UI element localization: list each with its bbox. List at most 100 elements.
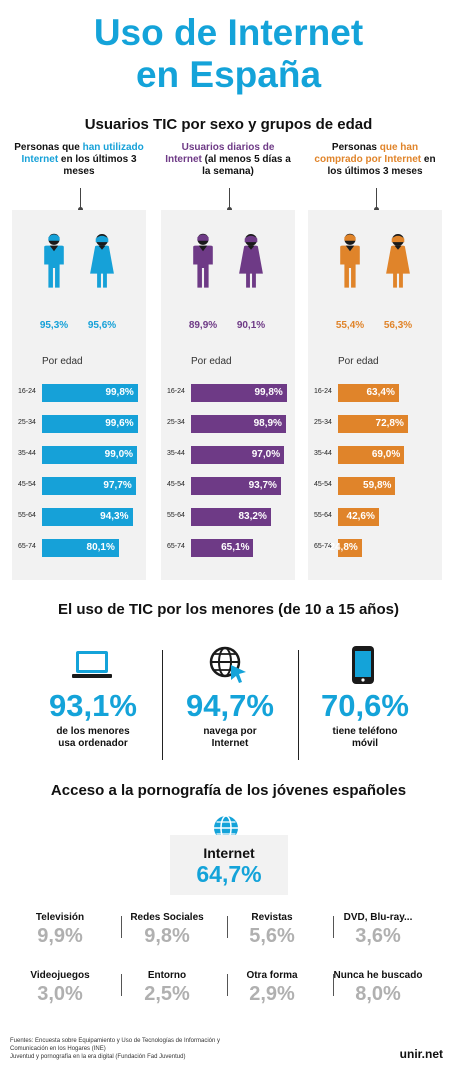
stat-value: 3,0% bbox=[37, 983, 83, 1005]
bar-value: 98,9% bbox=[253, 418, 282, 429]
stat-item: Otra forma 2,9% bbox=[222, 970, 322, 1006]
stat-item: Redes Sociales 9,8% bbox=[117, 912, 217, 948]
age-label: 25-34 bbox=[314, 419, 332, 426]
bar: 69,0% bbox=[338, 446, 405, 464]
divider bbox=[162, 650, 163, 760]
bar-row: 16-24 99,8% bbox=[161, 384, 295, 402]
bar-value: 42,6% bbox=[346, 511, 375, 522]
bar-value: 99,8% bbox=[105, 387, 134, 398]
bar-value: 59,8% bbox=[363, 480, 392, 491]
minors-computer-desc: de los menores usa ordenador bbox=[56, 726, 130, 749]
bar: 97,7% bbox=[42, 477, 136, 495]
bar-value: 83,2% bbox=[238, 511, 267, 522]
age-label: 55-64 bbox=[167, 512, 185, 519]
bar-value: 24,8% bbox=[329, 542, 358, 553]
internet-label: Internet bbox=[203, 845, 255, 861]
stat-divider bbox=[227, 974, 228, 996]
age-label: 35-44 bbox=[314, 450, 332, 457]
bar-row: 55-64 83,2% bbox=[161, 508, 295, 526]
bar-row: 45-54 93,7% bbox=[161, 477, 295, 495]
por-edad-label: Por edad bbox=[191, 356, 232, 367]
age-label: 35-44 bbox=[18, 450, 36, 457]
stat-item: DVD, Blu-ray... 3,6% bbox=[328, 912, 428, 948]
por-edad-label: Por edad bbox=[338, 356, 379, 367]
age-label: 35-44 bbox=[167, 450, 185, 457]
minors-internet-desc: navega por Internet bbox=[203, 726, 257, 749]
age-label: 16-24 bbox=[314, 388, 332, 395]
bar: 93,7% bbox=[191, 477, 281, 495]
stat-divider bbox=[227, 916, 228, 938]
bar-value: 99,6% bbox=[105, 418, 134, 429]
stat-item: Revistas 5,6% bbox=[222, 912, 322, 948]
stat-label: Nunca he buscado bbox=[333, 970, 423, 981]
main-title-line2: en España bbox=[135, 54, 322, 95]
stat-label: DVD, Blu-ray... bbox=[343, 912, 413, 923]
connector-line bbox=[227, 188, 232, 212]
gender-figures bbox=[308, 224, 442, 304]
bar-value: 97,0% bbox=[251, 449, 281, 460]
age-label: 25-34 bbox=[167, 419, 185, 426]
stat-item: Nunca he buscado 8,0% bbox=[328, 970, 428, 1006]
bar-row: 45-54 97,7% bbox=[12, 477, 146, 495]
bar: 72,8% bbox=[338, 415, 408, 433]
female-pct: 95,6% bbox=[87, 320, 117, 331]
woman-icon bbox=[384, 230, 412, 297]
section1-title: Usuarios TIC por sexo y grupos de edad bbox=[84, 116, 373, 133]
bar-row: 45-54 59,8% bbox=[308, 477, 442, 495]
gender-figures bbox=[12, 224, 146, 304]
bar: 24,8% bbox=[329, 539, 362, 557]
bar-row: 25-34 99,6% bbox=[12, 415, 146, 433]
male-pct: 89,9% bbox=[188, 320, 218, 331]
stat-value: 5,6% bbox=[249, 925, 295, 947]
stat-divider bbox=[333, 916, 334, 938]
minors-phone-pct: 70,6% bbox=[321, 688, 409, 723]
stat-divider bbox=[333, 974, 334, 996]
bar-value: 65,1% bbox=[221, 542, 250, 553]
laptop-icon bbox=[72, 651, 112, 678]
bar: 59,8% bbox=[338, 477, 396, 495]
smartphone-icon bbox=[352, 646, 374, 684]
minors-internet-pct: 94,7% bbox=[186, 688, 274, 723]
stat-item: Videojuegos 3,0% bbox=[10, 970, 110, 1006]
connector-line bbox=[78, 188, 83, 212]
male-pct: 95,3% bbox=[39, 320, 69, 331]
stat-label: Revistas bbox=[251, 912, 293, 923]
column-header-0: Personas que han utilizado Internet en l… bbox=[14, 142, 144, 177]
bar-row: 65-74 65,1% bbox=[161, 539, 295, 557]
stat-value: 2,5% bbox=[144, 983, 190, 1005]
age-label: 16-24 bbox=[18, 388, 36, 395]
bar: 97,0% bbox=[191, 446, 285, 464]
bar-row: 65-74 24,8% bbox=[308, 539, 442, 557]
bar: 94,3% bbox=[42, 508, 133, 526]
bar: 98,9% bbox=[191, 415, 286, 433]
sources: Fuentes: Encuesta sobre Equipamiento y U… bbox=[10, 1038, 221, 1060]
bar-value: 80,1% bbox=[86, 542, 115, 553]
bar-value: 99,8% bbox=[254, 387, 283, 398]
woman-icon bbox=[88, 230, 116, 297]
section3-title: Acceso a la pornografía de los jóvenes e… bbox=[50, 782, 407, 799]
age-label: 45-54 bbox=[314, 481, 332, 488]
stat-label: Otra forma bbox=[246, 970, 298, 981]
stat-item: Televisión 9,9% bbox=[10, 912, 110, 948]
male-pct: 55,4% bbox=[335, 320, 365, 331]
bar: 83,2% bbox=[191, 508, 271, 526]
stat-label: Televisión bbox=[35, 912, 85, 923]
female-pct: 90,1% bbox=[236, 320, 266, 331]
bar-value: 99,0% bbox=[104, 449, 134, 460]
bar: 99,0% bbox=[42, 446, 138, 464]
stat-value: 3,6% bbox=[355, 925, 401, 947]
internet-box: Internet 64,7% bbox=[170, 835, 288, 895]
connector-line bbox=[374, 188, 379, 212]
age-label: 25-34 bbox=[18, 419, 36, 426]
stat-divider bbox=[121, 916, 122, 938]
bar-value: 94,3% bbox=[100, 511, 129, 522]
bar: 80,1% bbox=[42, 539, 119, 557]
bar-value: 69,0% bbox=[371, 449, 401, 460]
divider bbox=[298, 650, 299, 760]
age-label: 65-74 bbox=[167, 543, 185, 550]
bar: 42,6% bbox=[338, 508, 379, 526]
bar: 99,6% bbox=[42, 415, 138, 433]
bar-value: 93,7% bbox=[248, 480, 277, 491]
stat-value: 9,8% bbox=[144, 925, 190, 947]
bar-row: 35-44 97,0% bbox=[161, 446, 295, 464]
